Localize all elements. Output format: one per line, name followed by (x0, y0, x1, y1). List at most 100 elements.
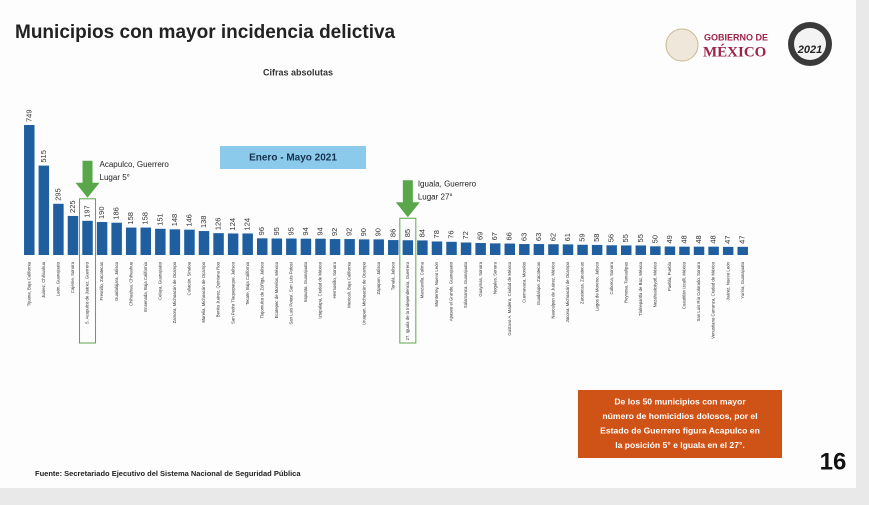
category-label: Morelia, Michoacán de Ocampo (201, 261, 206, 322)
callout-arrow (75, 160, 100, 198)
logo-line1: GOBIERNO DE (704, 32, 768, 42)
category-label: Tecate, Baja California (245, 261, 250, 305)
value-label: 67 (490, 232, 499, 240)
category-label: Benito Juárez, Quintana Roo (216, 261, 221, 317)
category-label: San Luis Río Colorado, Sonora (696, 261, 701, 321)
value-label: 47 (723, 235, 732, 243)
logo-emblem (665, 28, 699, 62)
bar (664, 246, 676, 255)
value-label: 49 (665, 235, 674, 243)
value-label: 94 (301, 227, 310, 235)
bar (67, 215, 79, 255)
bar (708, 246, 719, 255)
value-label: 92 (330, 228, 339, 236)
callout-text: Acapulco, Guerrero (100, 160, 170, 169)
bar (650, 246, 661, 255)
bar (562, 244, 574, 255)
category-label: Yuriria, Guanajuato (740, 261, 745, 298)
bar (446, 241, 457, 255)
bar (213, 233, 224, 255)
category-label: Gustavo A. Madero, Ciudad de México (507, 261, 512, 335)
category-label: Irapuato, Guanajuato (303, 261, 308, 302)
bar (227, 233, 239, 255)
bar (548, 244, 559, 255)
bar (169, 229, 181, 255)
category-label: Reynosa, Tamaulipas (623, 262, 628, 303)
category-label: Culiacán, Sinaloa (187, 261, 192, 295)
bar (82, 220, 93, 255)
category-label: Iztapalapa, Ciudad de México (318, 261, 323, 318)
callout-text: Iguala, Guerrero (418, 179, 477, 188)
bar (111, 222, 122, 255)
category-label: Juárez, Chihuahua (41, 261, 46, 298)
bar (475, 243, 486, 255)
bar (606, 245, 617, 255)
callout-arrow (395, 180, 420, 218)
bar (737, 246, 748, 255)
period-label: Enero - Mayo 2021 (249, 153, 337, 164)
bar (635, 245, 647, 255)
value-label: 90 (359, 228, 368, 236)
value-label: 158 (126, 212, 135, 225)
category-label: Venustiano Carranza, Ciudad de México (711, 261, 716, 339)
category-label: Nezahualcóyotl, México (653, 261, 658, 307)
bar (96, 222, 108, 255)
value-label: 90 (374, 228, 383, 236)
bar (417, 240, 428, 255)
category-label: Nogales, Sonora (492, 261, 497, 294)
category-label: Puebla, Puebla (667, 261, 672, 291)
bar (620, 245, 632, 255)
bar (504, 243, 516, 255)
page-number: 16 (820, 448, 847, 475)
category-label: Tlajomulco de Zúñiga, Jalisco (259, 261, 264, 318)
category-label: Apaseo el Grande, Guanajuato (449, 261, 454, 321)
value-label: 95 (286, 227, 295, 235)
value-label: 124 (243, 218, 252, 231)
category-label: Salamanca, Guanajuato (463, 261, 468, 308)
note-text: número de homicidios dolosos, por el (602, 411, 757, 421)
category-label: Juárez, Nuevo León (725, 261, 730, 300)
logo-circle-inner (794, 28, 826, 60)
value-label: 92 (345, 228, 354, 236)
value-label: 186 (112, 207, 121, 220)
bar (329, 239, 341, 255)
bar (286, 238, 297, 255)
bar (300, 238, 312, 255)
category-label: San Luis Potosí, San Luis Potosí (289, 261, 294, 324)
value-label: 63 (534, 233, 543, 241)
value-label: 55 (636, 234, 645, 242)
category-label: Cuernavaca, Morelos (521, 262, 526, 303)
category-label: Zapopan, Jalisco (376, 261, 381, 294)
bar (519, 244, 530, 255)
value-label: 47 (738, 235, 747, 243)
value-label: 50 (650, 235, 659, 243)
bar (358, 239, 370, 255)
bar (140, 227, 152, 255)
callout-text: Lugar 5° (100, 173, 130, 182)
value-label: 95 (272, 227, 281, 235)
category-label: Guaymas, Sonora (478, 261, 483, 296)
category-label: 27. Iguala de la Independencia, Guerrero (405, 261, 410, 340)
category-label: Ecatepec de Morelos, México (274, 261, 279, 318)
highlight-box (399, 217, 417, 344)
category-label: Tlalnepantla de Baz, México (638, 261, 643, 316)
callout-text: Lugar 27° (418, 192, 453, 201)
bar (722, 246, 734, 255)
category-label: León, Guanajuato (56, 261, 61, 296)
value-label: 66 (505, 232, 514, 240)
category-label: Naucalpan de Juárez, México (551, 261, 556, 318)
category-label: Guadalajara, Jalisco (114, 261, 119, 301)
bar (125, 227, 137, 255)
highlight-box (79, 198, 97, 344)
value-label: 126 (214, 218, 223, 231)
category-label: 5. Acapulco de Juárez, Guerrero (85, 261, 90, 323)
bar (591, 244, 603, 255)
value-label: 96 (257, 227, 266, 235)
chart-subtitle: Cifras absolutas (263, 67, 333, 77)
category-label: Hermosillo, Sonora (332, 261, 337, 298)
category-label: Guadalupe, Zacatecas (536, 262, 541, 305)
bar (38, 165, 50, 255)
bar (577, 244, 588, 255)
category-label: Celaya, Guanajuato (157, 261, 162, 300)
